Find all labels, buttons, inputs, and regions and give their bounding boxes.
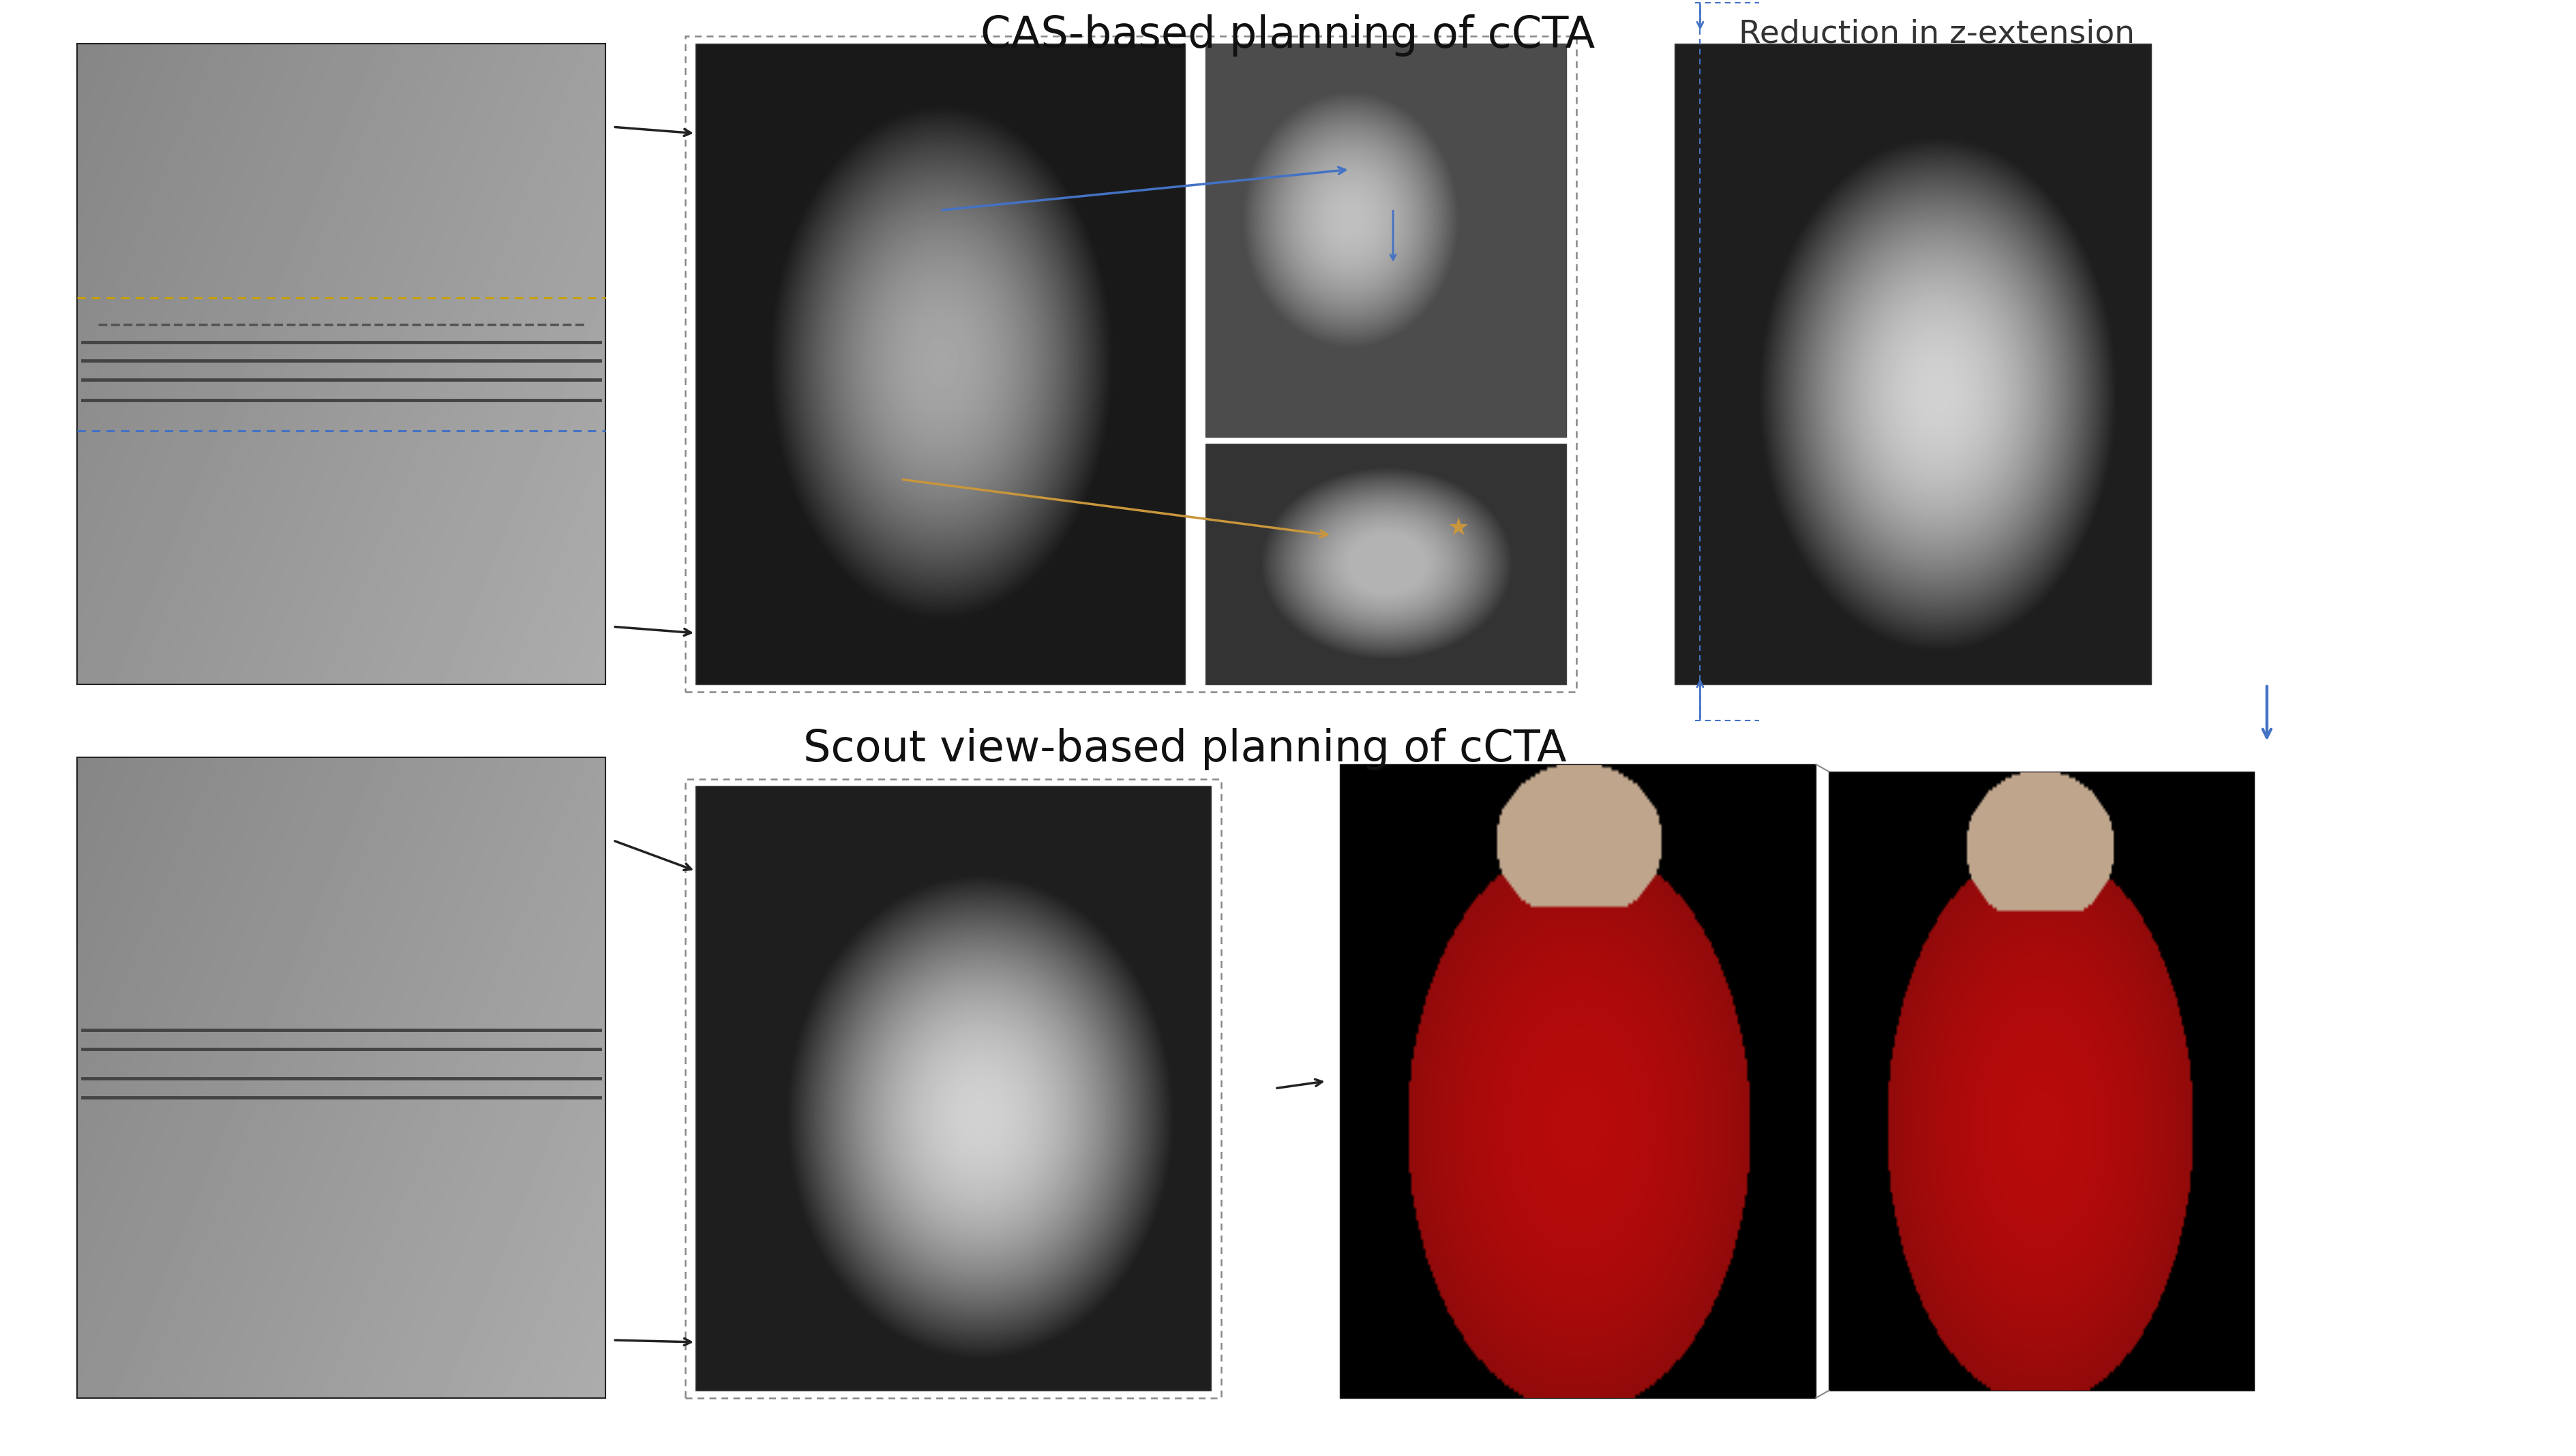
Text: Scout view-based planning of cCTA: Scout view-based planning of cCTA	[804, 728, 1566, 770]
Bar	[1829, 772, 2254, 1390]
Bar	[1206, 444, 1566, 684]
Bar	[696, 786, 1211, 1390]
Bar	[685, 779, 1221, 1398]
Text: Reduction in z-extension: Reduction in z-extension	[1739, 19, 2136, 50]
Text: CAS-based planning of cCTA: CAS-based planning of cCTA	[981, 15, 1595, 57]
Text: ★: ★	[1448, 517, 1468, 540]
Bar	[1340, 764, 1816, 1398]
Bar	[696, 44, 1185, 684]
Bar	[77, 757, 605, 1398]
Bar	[685, 36, 1577, 692]
Bar	[1206, 44, 1566, 437]
Bar	[1674, 44, 2151, 684]
Bar	[77, 44, 605, 684]
